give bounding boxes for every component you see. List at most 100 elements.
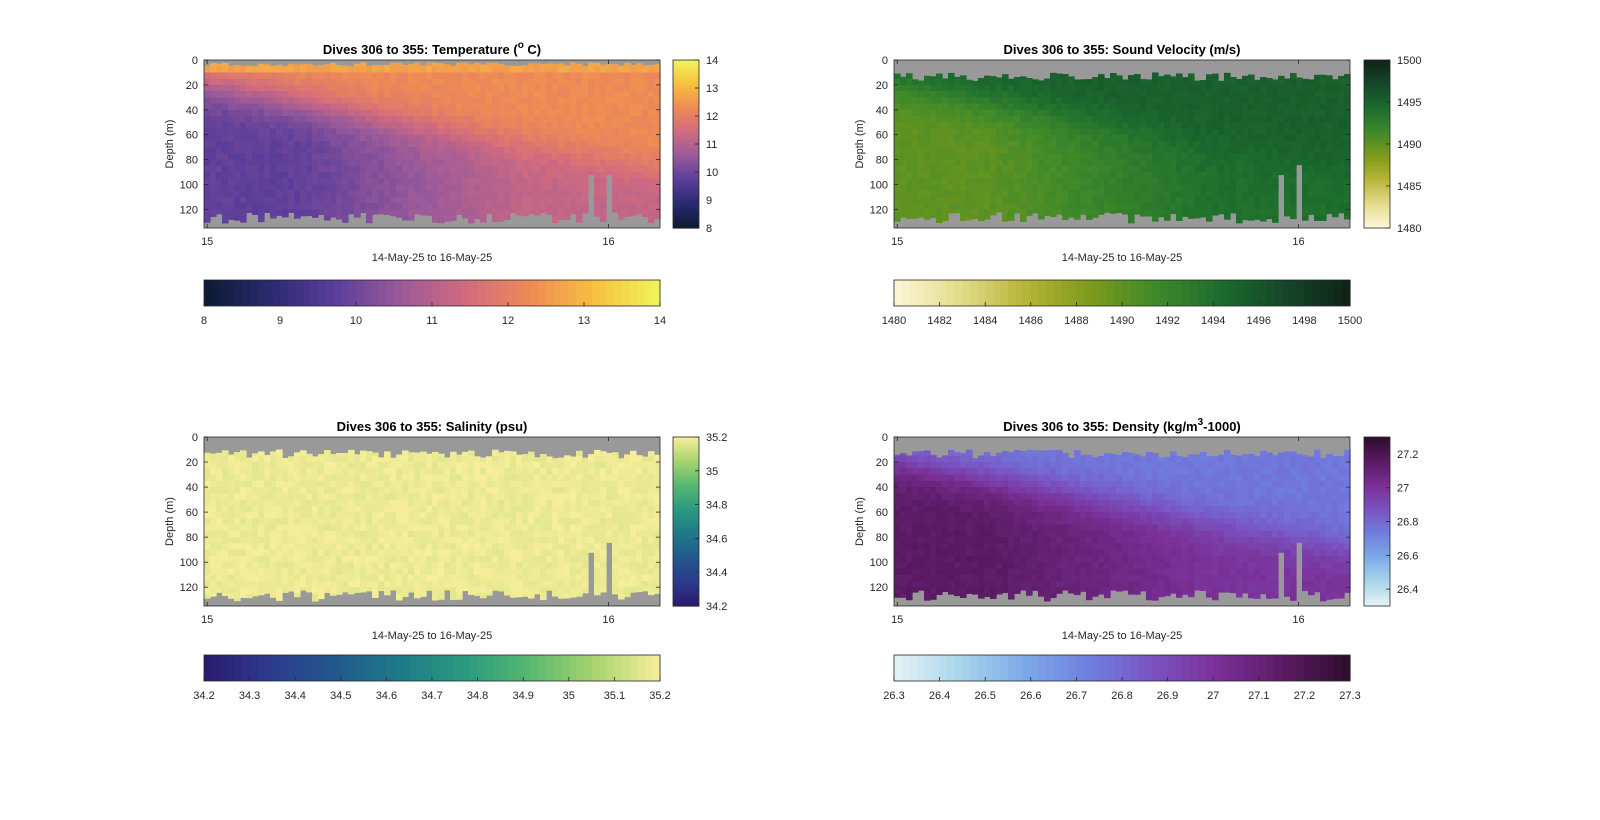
heatmap-cell — [894, 122, 901, 129]
heatmap-cell — [1044, 147, 1051, 154]
y-tick-label: 120 — [870, 204, 888, 216]
heatmap-cell — [558, 216, 565, 220]
heatmap-cell — [246, 66, 253, 73]
heatmap-cell — [204, 550, 211, 557]
heatmap-cell — [438, 79, 445, 86]
heatmap-cell — [378, 153, 385, 160]
heatmap-cell — [1164, 191, 1171, 198]
heatmap-cell — [444, 191, 451, 198]
heatmap-cell — [402, 153, 409, 160]
heatmap-cell — [960, 141, 967, 148]
heatmap-cell — [204, 481, 211, 488]
heatmap-cell — [618, 66, 625, 73]
heatmap-cell — [540, 166, 547, 173]
heatmap-cell — [630, 122, 637, 129]
heatmap-cell — [240, 543, 247, 550]
heatmap-cell — [978, 110, 985, 117]
heatmap-cell — [246, 85, 253, 92]
heatmap-cell — [348, 122, 355, 129]
heatmap-cell — [1236, 166, 1243, 173]
heatmap-cell — [954, 135, 961, 142]
heatmap-cell — [282, 147, 289, 154]
heatmap-cell — [420, 209, 427, 215]
heatmap-cell — [1290, 104, 1297, 111]
heatmap-cell — [1152, 216, 1159, 222]
heatmap-cell — [402, 128, 409, 135]
heatmap-cell — [294, 85, 301, 92]
heatmap-cell — [1038, 141, 1045, 148]
heatmap-cell — [324, 575, 331, 582]
heatmap-cell — [330, 550, 337, 557]
heatmap-cell — [366, 525, 373, 532]
heatmap-cell — [234, 97, 241, 104]
heatmap-cell — [258, 468, 265, 475]
heatmap-cell — [360, 72, 367, 79]
heatmap-cell — [402, 512, 409, 519]
heatmap-cell — [348, 568, 355, 575]
heatmap-cell — [990, 178, 997, 185]
colorbar-segment — [1289, 280, 1297, 306]
heatmap-cell — [288, 531, 295, 538]
heatmap-cell — [1182, 178, 1189, 185]
heatmap-cell — [1176, 110, 1183, 117]
heatmap-cell — [1224, 166, 1231, 173]
heatmap-cell — [1044, 104, 1051, 111]
heatmap-cell — [1128, 75, 1135, 79]
heatmap-cell — [420, 525, 427, 532]
heatmap-cell — [426, 72, 433, 79]
heatmap-cell — [1044, 141, 1051, 148]
heatmap-cell — [642, 209, 649, 216]
heatmap-cell — [270, 135, 277, 142]
heatmap-cell — [282, 537, 289, 544]
heatmap-cell — [288, 512, 295, 519]
heatmap-cell — [360, 110, 367, 117]
heatmap-cell — [336, 556, 343, 563]
heatmap-cell — [372, 500, 379, 507]
heatmap-cell — [648, 166, 655, 173]
heatmap-cell — [984, 122, 991, 129]
heatmap-cell — [996, 79, 1003, 86]
heatmap-cell — [318, 110, 325, 117]
heatmap-cell — [210, 166, 217, 173]
heatmap-cell — [456, 172, 463, 179]
heatmap-cell — [1296, 147, 1303, 154]
heatmap-cell — [258, 85, 265, 92]
heatmap-cell — [1212, 74, 1219, 80]
heatmap-cell — [942, 104, 949, 111]
heatmap-cell — [1194, 178, 1201, 185]
heatmap-cell — [450, 91, 457, 98]
heatmap-cell — [342, 525, 349, 532]
heatmap-cell — [1218, 160, 1225, 167]
heatmap-cell — [1050, 160, 1057, 167]
heatmap-cell — [366, 556, 373, 563]
heatmap-cell — [1332, 153, 1339, 160]
heatmap-cell — [216, 456, 223, 463]
heatmap-cell — [1182, 147, 1189, 154]
heatmap-cell — [480, 147, 487, 154]
heatmap-cell — [996, 141, 1003, 148]
heatmap-cell — [1056, 197, 1063, 204]
heatmap-cell — [414, 197, 421, 204]
heatmap-cell — [1338, 91, 1345, 98]
heatmap-cell — [1098, 178, 1105, 185]
heatmap-cell — [1200, 203, 1207, 210]
heatmap-cell — [1206, 122, 1213, 129]
heatmap-cell — [1314, 197, 1321, 204]
heatmap-cell — [1176, 203, 1183, 210]
heatmap-cell — [552, 110, 559, 117]
heatmap-cell — [552, 122, 559, 129]
heatmap-cell — [282, 512, 289, 519]
heatmap-cell — [612, 128, 619, 135]
heatmap-cell — [522, 128, 529, 135]
heatmap-cell — [1290, 178, 1297, 185]
heatmap-cell — [936, 184, 943, 191]
heatmap-cell — [960, 203, 967, 210]
heatmap-cell — [264, 537, 271, 544]
heatmap-cell — [894, 135, 901, 142]
heatmap-cell — [1020, 91, 1027, 98]
heatmap-cell — [402, 450, 409, 456]
heatmap-cell — [234, 172, 241, 179]
heatmap-cell — [528, 141, 535, 148]
heatmap-cell — [390, 178, 397, 185]
heatmap-cell — [240, 568, 247, 575]
